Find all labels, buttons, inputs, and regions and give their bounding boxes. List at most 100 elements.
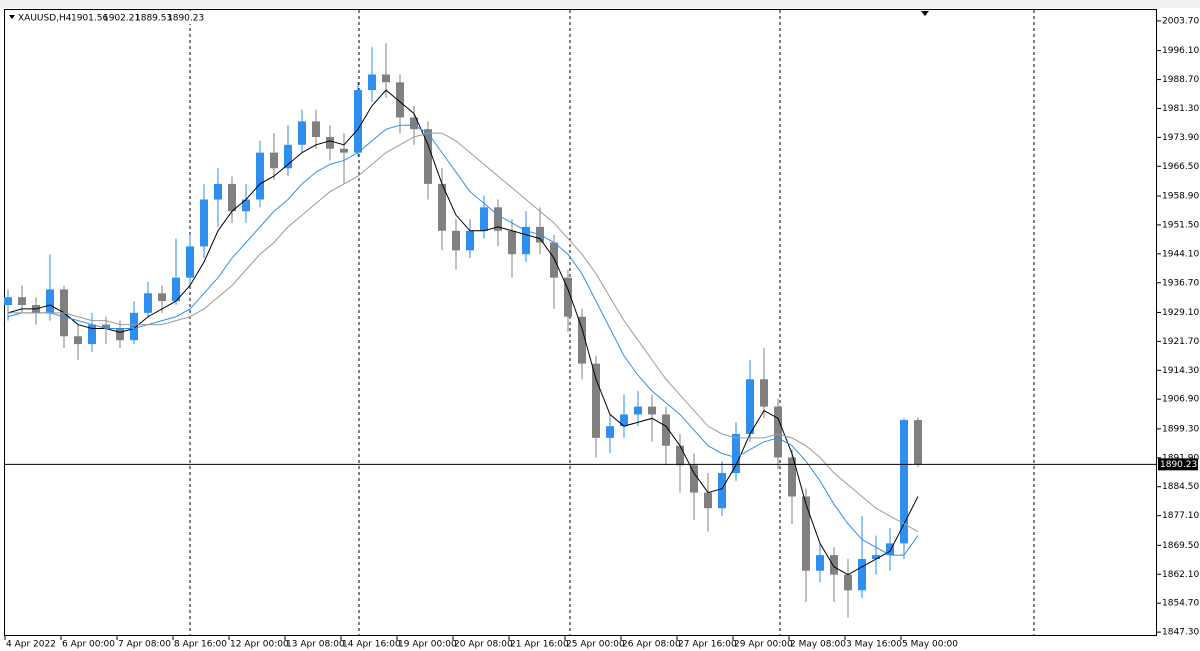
header-low: 1889.53	[135, 14, 172, 24]
candle-body	[466, 230, 474, 251]
marks	[4, 43, 1157, 618]
x-tick-label: 3 May 16:00	[846, 640, 902, 650]
moving-average	[7, 89, 919, 576]
candle-body	[354, 90, 362, 153]
candle-body	[508, 230, 516, 255]
candle-body	[214, 183, 222, 200]
y-tick-label: 1899.30	[1162, 424, 1199, 434]
candle-body	[228, 183, 236, 212]
y-tick-label: 2003.70	[1162, 16, 1199, 26]
y-tick-label: 1877.10	[1162, 511, 1199, 521]
candle-body	[816, 555, 824, 571]
x-tick-label: 26 Apr 08:00	[622, 640, 681, 650]
y-tick-label: 1973.90	[1162, 133, 1199, 143]
y-tick-label: 1958.90	[1162, 192, 1199, 202]
candle-body	[116, 328, 124, 341]
candle-body	[270, 152, 278, 169]
candle-body	[256, 152, 264, 200]
candle-body	[690, 465, 698, 493]
moving-average	[8, 132, 919, 533]
x-tick-label: 2 May 08:00	[790, 640, 846, 650]
candle-body	[298, 121, 306, 145]
x-tick-label: 12 Apr 00:00	[230, 640, 289, 650]
candle-body	[844, 574, 852, 591]
candle-body	[396, 82, 404, 118]
y-tick-label: 1944.10	[1162, 249, 1199, 259]
candle-body	[424, 129, 432, 184]
candle-body	[606, 426, 614, 438]
candle-body	[592, 363, 600, 438]
candle-body	[186, 246, 194, 278]
price-label-bg	[1158, 458, 1198, 471]
header-arrow	[9, 15, 15, 19]
y-tick-label: 1936.70	[1162, 278, 1199, 288]
header-high: 1902.21	[103, 14, 140, 24]
candle-body	[746, 379, 754, 434]
y-tick-label: 1862.10	[1162, 570, 1199, 580]
candle-body	[46, 289, 54, 313]
candle-body	[102, 324, 110, 329]
y-tick-label: 1929.10	[1162, 308, 1199, 318]
candle-body	[326, 136, 334, 149]
y-tick-label: 1981.30	[1162, 104, 1199, 114]
candle-body	[648, 406, 656, 415]
x-tick-label: 21 Apr 16:00	[510, 640, 569, 650]
candle-body	[872, 555, 880, 560]
candle-body	[312, 121, 320, 137]
candle-body	[74, 336, 82, 345]
price-label: 1890.23	[1160, 460, 1197, 470]
candle-body	[284, 144, 292, 169]
candle-body	[4, 297, 12, 306]
candle-body	[410, 117, 418, 130]
candle-body	[676, 445, 684, 466]
header-bg	[5, 11, 201, 24]
candle-body	[620, 414, 628, 427]
candle-body	[172, 277, 180, 302]
y-tick-label: 1914.30	[1162, 366, 1199, 376]
candle-body	[158, 293, 166, 302]
x-tick-label: 7 Apr 08:00	[118, 640, 171, 650]
candle-body	[732, 433, 740, 474]
x-tick-label: 14 Apr 16:00	[342, 640, 401, 650]
candle-body	[830, 555, 838, 575]
y-tick-label: 1869.50	[1162, 541, 1199, 551]
y-tick-label: 1951.50	[1162, 220, 1199, 230]
candle-body	[130, 312, 138, 341]
toolbar-strip	[0, 0, 1200, 8]
candle-body	[564, 277, 572, 317]
candle-body	[718, 473, 726, 509]
candle-body	[774, 406, 782, 458]
header-open: 1901.56	[71, 14, 108, 24]
candle-body	[18, 297, 26, 306]
x-tick-label: 19 Apr 00:00	[398, 640, 457, 650]
candle-body	[382, 74, 390, 83]
candle-body	[914, 420, 922, 465]
candle-body	[494, 207, 502, 231]
x-tick-label: 27 Apr 16:00	[678, 640, 737, 650]
candle-body	[704, 492, 712, 509]
candle-body	[886, 543, 894, 556]
candle-body	[242, 199, 250, 212]
x-tick-label: 4 Apr 2022	[6, 640, 56, 650]
candle-body	[340, 148, 348, 153]
x-tick-label: 8 Apr 16:00	[174, 640, 227, 650]
y-tick-label: 1847.30	[1162, 628, 1199, 638]
candle-body	[522, 226, 530, 255]
candle-body	[88, 324, 96, 345]
x-tick-label: 29 Apr 00:00	[734, 640, 793, 650]
x-tick-label: 5 May 00:00	[902, 640, 958, 650]
y-tick-label: 1988.70	[1162, 75, 1199, 85]
shift-marker	[921, 11, 929, 16]
y-tick-label: 1884.50	[1162, 482, 1199, 492]
x-tick-label: 20 Apr 08:00	[454, 640, 513, 650]
candle-body	[858, 559, 866, 591]
y-tick-label: 1891.90	[1162, 453, 1199, 463]
candle-body	[662, 414, 670, 446]
candle-body	[578, 316, 586, 364]
x-tick-label: 6 Apr 00:00	[62, 640, 115, 650]
moving-average	[7, 124, 919, 556]
candle-body	[634, 406, 642, 415]
y-tick-label: 1921.70	[1162, 337, 1199, 347]
candle-body	[200, 199, 208, 247]
